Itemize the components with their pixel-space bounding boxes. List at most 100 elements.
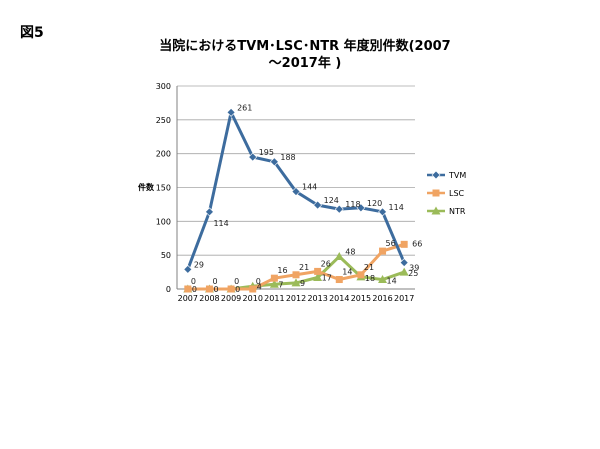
- data-label-ntr: 0: [213, 285, 218, 294]
- point-lsc: [314, 267, 322, 275]
- legend-item-tvm: TVM: [427, 170, 466, 180]
- point-tvm: [313, 200, 323, 210]
- data-label-lsc: 0: [234, 277, 239, 286]
- data-label-lsc: 66: [412, 239, 422, 248]
- point-tvm: [226, 107, 236, 117]
- data-label-lsc: 14: [342, 268, 352, 277]
- y-tick-label: 50: [161, 251, 171, 260]
- data-label-ntr: 18: [365, 274, 375, 283]
- legend: TVM LSC NTR: [427, 170, 466, 216]
- data-label-ntr: 0: [235, 285, 240, 294]
- x-tick-label: 2009: [221, 294, 241, 303]
- x-tick-label: 2008: [199, 294, 219, 303]
- y-tick-label: 100: [156, 217, 171, 226]
- data-label-ntr: 7: [278, 280, 283, 289]
- legend-item-ntr: NTR: [427, 206, 466, 216]
- point-tvm: [334, 204, 344, 214]
- y-tick-labels: 0 50 100 150 200 250 300: [156, 82, 171, 294]
- data-label-tvm: 261: [237, 103, 252, 112]
- data-label-ntr: 48: [345, 248, 355, 257]
- x-tick-label: 2017: [394, 294, 414, 303]
- y-axis-label: 件数: [138, 182, 155, 192]
- data-label-lsc: 16: [277, 266, 287, 275]
- data-label-tvm: 114: [389, 203, 404, 212]
- point-lsc: [205, 285, 213, 293]
- point-tvm: [183, 264, 193, 274]
- y-tick-label: 200: [156, 150, 171, 159]
- data-label-lsc: 0: [256, 277, 261, 286]
- point-lsc: [335, 276, 343, 284]
- data-label-ntr: 14: [387, 277, 397, 286]
- series-group: [183, 107, 409, 293]
- data-label-tvm: 195: [259, 148, 274, 157]
- y-tick-label: 250: [156, 116, 171, 125]
- point-ntr: [378, 275, 388, 284]
- data-label-lsc: 56: [386, 239, 396, 248]
- chart-title-line1: 当院におけるTVM･LSC･NTR 年度別件数(2007: [159, 39, 451, 54]
- point-tvm: [378, 207, 387, 217]
- chart-title: 当院におけるTVM･LSC･NTR 年度別件数(2007 ～2017年 ): [140, 38, 470, 72]
- point-lsc: [270, 274, 278, 282]
- data-label-ntr: 4: [257, 282, 262, 291]
- point-lsc: [249, 285, 257, 293]
- data-label-tvm: 29: [194, 260, 204, 269]
- data-label-lsc: 21: [364, 263, 374, 272]
- point-tvm: [291, 187, 301, 196]
- data-label-tvm: 120: [367, 199, 382, 208]
- point-ntr: [269, 279, 279, 288]
- point-ntr: [399, 267, 409, 276]
- legend-item-lsc: LSC: [427, 189, 465, 198]
- point-lsc: [379, 247, 387, 255]
- point-tvm: [399, 258, 409, 268]
- x-tick-label: 2012: [286, 294, 306, 303]
- data-label-tvm: 118: [345, 200, 360, 209]
- point-ntr: [334, 252, 344, 261]
- legend-label-ntr: NTR: [449, 207, 466, 216]
- data-label-lsc: 21: [299, 263, 309, 272]
- x-tick-labels: 2007 2008 2009 2010 2011 2012 2013 2014 2015 2016…: [178, 294, 415, 303]
- legend-marker-ntr: [431, 206, 441, 215]
- point-lsc: [227, 285, 235, 293]
- data-label-lsc: 0: [212, 277, 217, 286]
- data-label-tvm: 188: [280, 153, 295, 162]
- point-tvm: [248, 152, 258, 162]
- data-label-tvm: 144: [302, 183, 317, 192]
- data-label-lsc: 0: [191, 277, 196, 286]
- data-label-ntr: 25: [408, 269, 418, 278]
- data-label-lsc: 26: [321, 259, 331, 268]
- data-label-ntr: 9: [300, 279, 305, 288]
- data-label-ntr: 17: [322, 273, 332, 282]
- y-tick-label: 150: [156, 184, 171, 193]
- x-tick-label: 2016: [372, 294, 392, 303]
- x-tick-label: 2014: [329, 294, 349, 303]
- data-label-ntr: 0: [192, 285, 197, 294]
- legend-marker-lsc: [432, 189, 440, 197]
- legend-label-tvm: TVM: [448, 171, 466, 180]
- point-ntr: [313, 272, 323, 281]
- series-lsc: [184, 240, 408, 293]
- point-lsc: [292, 271, 300, 279]
- legend-marker-tvm: [431, 170, 441, 180]
- data-label-tvm: 114: [213, 219, 228, 228]
- y-tick-label: 300: [156, 82, 171, 91]
- point-tvm: [269, 157, 279, 167]
- point-tvm: [205, 207, 214, 217]
- chart-title-line2: ～2017年 ): [268, 56, 342, 71]
- point-ntr: [291, 278, 301, 287]
- y-tick-label: 0: [166, 285, 171, 294]
- point-lsc: [357, 271, 365, 279]
- figure-label: 図5: [20, 25, 44, 41]
- x-tick-label: 2015: [351, 294, 371, 303]
- point-lsc: [184, 285, 192, 293]
- series-tvm: [183, 107, 409, 274]
- legend-label-lsc: LSC: [449, 189, 465, 198]
- point-lsc: [400, 240, 408, 248]
- x-tick-label: 2013: [307, 294, 327, 303]
- data-label-tvm: 39: [409, 264, 419, 273]
- x-tick-label: 2010: [243, 294, 263, 303]
- x-tick-label: 2011: [264, 294, 284, 303]
- x-tick-label: 2007: [178, 294, 198, 303]
- point-tvm: [356, 203, 366, 213]
